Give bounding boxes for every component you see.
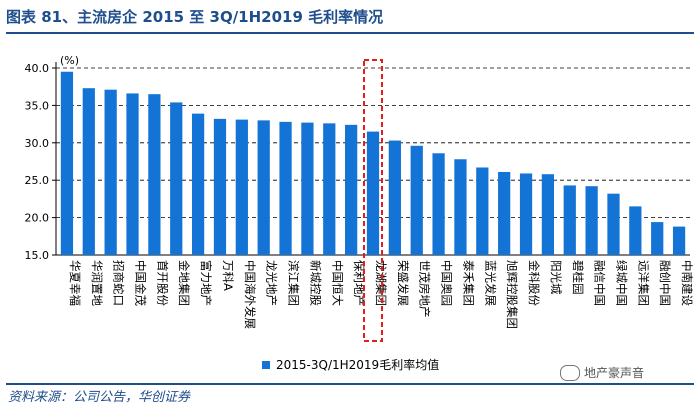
x-tick-label: 中国海外发展 — [243, 260, 257, 329]
x-tick-label: 荣盛发展 — [396, 260, 410, 306]
bar — [585, 186, 598, 255]
title-divider — [6, 32, 694, 34]
footer-divider — [6, 383, 694, 385]
bar-chart: (%)15.020.025.030.035.040.0华夏幸福 华润置地 招商蛇口中… — [25, 54, 694, 342]
chart-legend: 2015-3Q/1H2019毛利率均值 — [262, 356, 439, 373]
bar — [519, 173, 533, 255]
bar — [541, 174, 555, 255]
x-tick-label: 泰禾集团 — [461, 260, 475, 306]
x-tick-label: 融创中国 — [658, 260, 672, 306]
y-tick-label: 40.0 — [25, 62, 50, 75]
y-tick-label: 20.0 — [25, 212, 50, 225]
x-tick-label: 世茂房地产 — [418, 260, 432, 318]
bar — [410, 145, 423, 255]
x-tick-label: 旭辉控股集团 — [505, 260, 519, 329]
legend-swatch — [262, 360, 270, 369]
x-tick-label: 中国奥园 — [440, 260, 454, 306]
x-tick-label: 中南建设 — [680, 260, 694, 306]
source-note: 资料来源：公司公告，华创证券 — [8, 390, 191, 405]
y-tick-label: 30.0 — [25, 137, 50, 150]
x-tick-label: 远洋集团 — [636, 260, 650, 306]
bar — [235, 119, 248, 255]
x-tick-label: 龙光地产 — [265, 260, 279, 306]
x-tick-label: 碧桂园 — [571, 260, 585, 295]
bar — [345, 124, 358, 256]
x-tick-label: 保利地产 — [352, 260, 366, 306]
bar — [454, 159, 467, 255]
bar — [148, 94, 161, 256]
bar — [476, 167, 489, 255]
x-tick-label: 滨江集团 — [287, 260, 301, 306]
x-tick-label: 金科股份 — [527, 260, 541, 306]
highlight-box — [363, 59, 383, 342]
x-tick-label: 招商蛇口 — [112, 260, 126, 306]
x-tick-label: 蓝光发展 — [483, 260, 497, 306]
x-tick-label: 金地集团 — [177, 260, 191, 306]
x-tick-label: 华润置地 — [90, 260, 104, 306]
wechat-icon — [560, 364, 580, 381]
bar — [170, 102, 183, 255]
y-axis-label: (%) — [60, 54, 79, 67]
bar — [301, 122, 314, 255]
bar — [191, 113, 205, 256]
x-tick-label: 阳光城 — [549, 260, 563, 295]
bar — [213, 118, 227, 255]
x-tick-label: 绿城中国 — [614, 260, 628, 306]
x-tick-label: 新城控股 — [308, 260, 322, 306]
y-tick-label: 35.0 — [25, 99, 50, 112]
x-tick-label: 融信中国 — [593, 260, 607, 306]
bar — [388, 140, 401, 255]
bar — [498, 171, 511, 255]
bar — [60, 71, 74, 256]
x-tick-label: 万科A — [221, 260, 235, 291]
x-tick-label: 中国恒大 — [330, 260, 344, 306]
bar — [279, 121, 292, 255]
x-tick-label: 华夏幸福 — [68, 260, 82, 306]
legend-label: 2015-3Q/1H2019毛利率均值 — [276, 358, 440, 372]
bar — [126, 93, 139, 255]
bar — [651, 222, 664, 255]
y-tick-label: 25.0 — [25, 174, 50, 187]
bar — [82, 88, 95, 255]
y-tick-label: 15.0 — [25, 249, 50, 262]
bar — [323, 123, 336, 256]
bar — [629, 206, 642, 255]
bar — [432, 153, 445, 255]
bar — [257, 120, 270, 255]
x-tick-label: 首开股份 — [155, 260, 169, 306]
x-tick-label: 中国金茂 — [134, 260, 148, 306]
bar — [672, 226, 686, 255]
bar — [104, 89, 117, 255]
bar — [563, 185, 576, 255]
watermark-text: 地产豪声音 — [584, 366, 645, 380]
chart-title: 图表 81、主流房企 2015 至 3Q/1H2019 毛利率情况 — [6, 8, 384, 26]
watermark: 地产豪声音 — [560, 364, 644, 381]
bar — [366, 131, 380, 255]
bar — [607, 193, 620, 255]
x-tick-label: 富力地产 — [199, 260, 213, 306]
